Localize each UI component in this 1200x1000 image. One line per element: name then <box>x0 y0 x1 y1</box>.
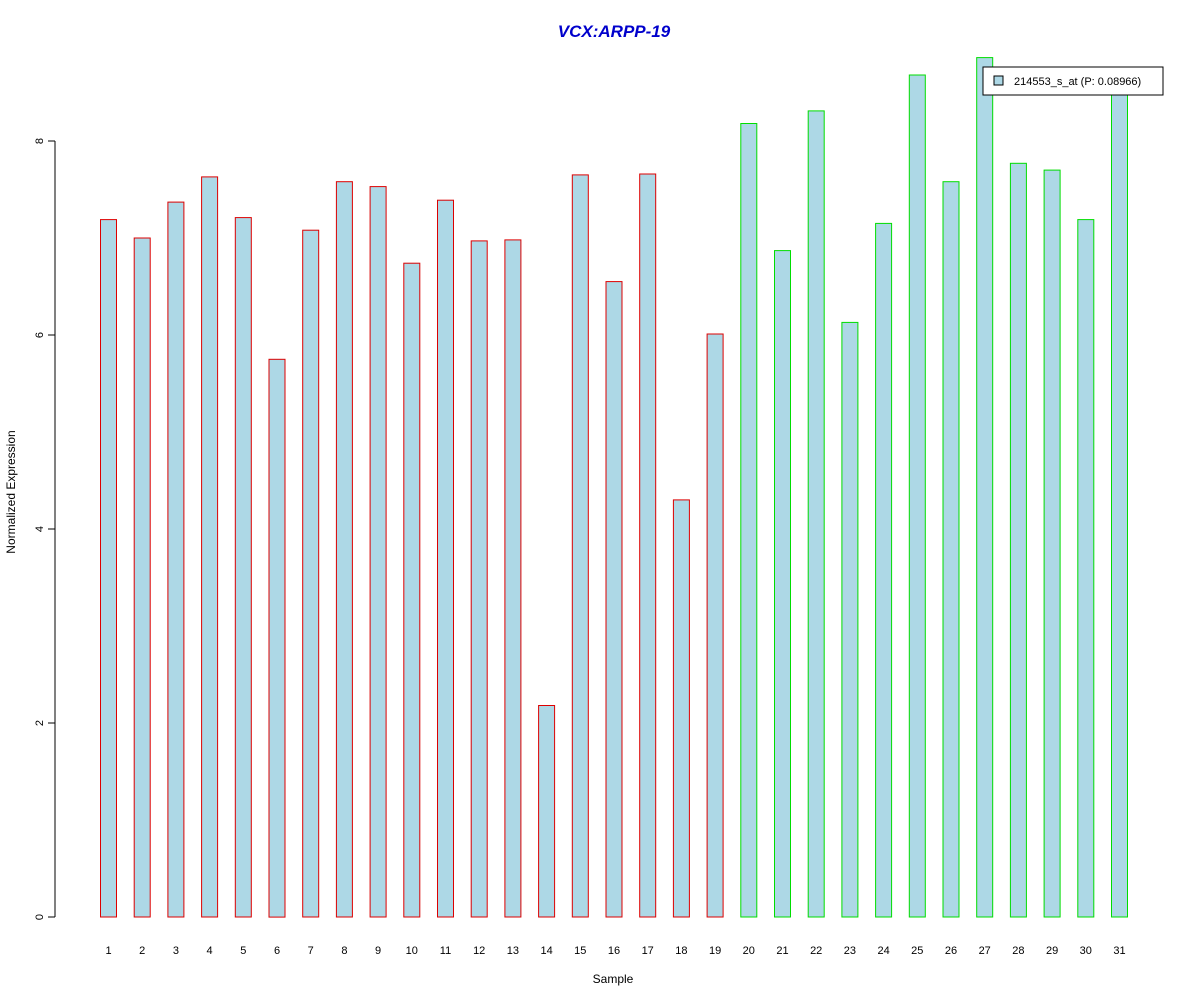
x-tick-label: 20 <box>743 945 755 957</box>
x-tick-label: 27 <box>979 945 991 957</box>
bar <box>403 262 421 918</box>
x-tick-label: 11 <box>440 945 451 957</box>
bar <box>100 219 117 918</box>
bar <box>133 237 151 918</box>
x-tick-label: 14 <box>540 945 552 957</box>
y-axis: 0 2 4 6 8 <box>34 138 56 920</box>
x-tick-label: 9 <box>375 945 381 957</box>
legend-label: 214553_s_at (P: 0.08966) <box>1014 76 1141 88</box>
bar <box>605 281 623 918</box>
bar <box>875 222 893 918</box>
x-tick-label: 3 <box>173 945 179 957</box>
bar <box>774 250 791 918</box>
bar <box>942 181 960 918</box>
x-tick-label: 25 <box>911 945 923 957</box>
bar <box>538 705 556 918</box>
x-tick-label: 2 <box>139 945 145 957</box>
x-tick-label: 21 <box>776 945 788 957</box>
bar <box>234 217 252 918</box>
x-tick-label: 30 <box>1080 945 1092 957</box>
x-tick-label: 26 <box>945 945 957 957</box>
x-tick-label: 24 <box>877 945 889 957</box>
legend-swatch <box>993 75 1004 86</box>
bar <box>841 321 859 918</box>
x-tick-label: 4 <box>207 945 213 957</box>
bar <box>437 199 454 918</box>
chart-title: VCX:ARPP-19 <box>558 22 671 41</box>
y-tick-label: 0 <box>34 914 46 920</box>
bar <box>740 123 758 918</box>
bar <box>201 176 219 918</box>
bar <box>369 186 387 918</box>
y-tick-label: 4 <box>34 526 46 532</box>
x-tick-label: 29 <box>1046 945 1058 957</box>
legend-box <box>982 66 1164 96</box>
x-tick-label: 5 <box>240 945 246 957</box>
x-tick-label: 28 <box>1012 945 1024 957</box>
bar <box>302 229 320 918</box>
bar <box>1043 169 1061 918</box>
x-tick-label: 16 <box>608 945 620 957</box>
x-tick-label: 18 <box>675 945 687 957</box>
bar <box>470 240 488 918</box>
y-tick-label: 6 <box>34 332 46 338</box>
x-tick-label: 10 <box>406 945 418 957</box>
x-tick-label: 19 <box>709 945 721 957</box>
x-axis-label: Sample <box>593 972 634 986</box>
y-tick-label: 2 <box>34 720 46 726</box>
x-tick-label: 15 <box>574 945 586 957</box>
legend: 214553_s_at (P: 0.08966) <box>982 66 1164 96</box>
x-tick-label: 13 <box>507 945 519 957</box>
y-tick-label: 8 <box>34 138 46 144</box>
bar <box>1111 88 1128 918</box>
bar <box>1077 219 1095 918</box>
x-tick-label: 7 <box>308 945 314 957</box>
bar <box>908 74 926 918</box>
bars <box>100 57 1128 918</box>
bar <box>268 358 286 918</box>
bar <box>807 110 825 918</box>
x-tick-label: 1 <box>105 945 111 957</box>
x-tick-label: 22 <box>810 945 822 957</box>
x-axis-ticks: 1 2 3 4 5 6 7 8 9 10 11 12 13 14 15 16 17 18 19 20 21 22 23 24 2… <box>105 945 1125 957</box>
bar <box>672 499 690 918</box>
x-tick-label: 12 <box>473 945 485 957</box>
bar <box>504 239 522 918</box>
bar <box>976 57 994 918</box>
x-tick-label: 17 <box>642 945 654 957</box>
y-axis-label: Normalized Expression <box>4 430 18 553</box>
bar <box>571 174 589 918</box>
x-tick-label: 6 <box>274 945 280 957</box>
bar <box>1009 162 1027 918</box>
x-tick-label: 23 <box>844 945 856 957</box>
x-tick-label: 31 <box>1113 945 1125 957</box>
bar <box>706 333 724 918</box>
bar <box>167 201 185 918</box>
bar <box>335 181 353 918</box>
bar <box>639 173 657 918</box>
x-tick-label: 8 <box>341 945 347 957</box>
